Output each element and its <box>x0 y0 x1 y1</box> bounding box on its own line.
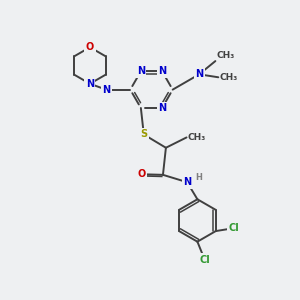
Text: N: N <box>195 69 203 79</box>
Text: H: H <box>195 173 202 182</box>
Text: N: N <box>137 66 145 76</box>
Text: N: N <box>102 85 110 94</box>
Text: N: N <box>158 103 166 113</box>
Text: CH₃: CH₃ <box>219 73 237 82</box>
Text: O: O <box>138 169 146 179</box>
Text: Cl: Cl <box>229 223 239 233</box>
Text: N: N <box>183 177 191 187</box>
Text: CH₃: CH₃ <box>188 133 206 142</box>
Text: N: N <box>86 79 94 89</box>
Text: N: N <box>158 66 166 76</box>
Text: S: S <box>140 130 147 140</box>
Text: CH₃: CH₃ <box>216 52 235 61</box>
Text: Cl: Cl <box>200 255 210 265</box>
Text: O: O <box>86 42 94 52</box>
